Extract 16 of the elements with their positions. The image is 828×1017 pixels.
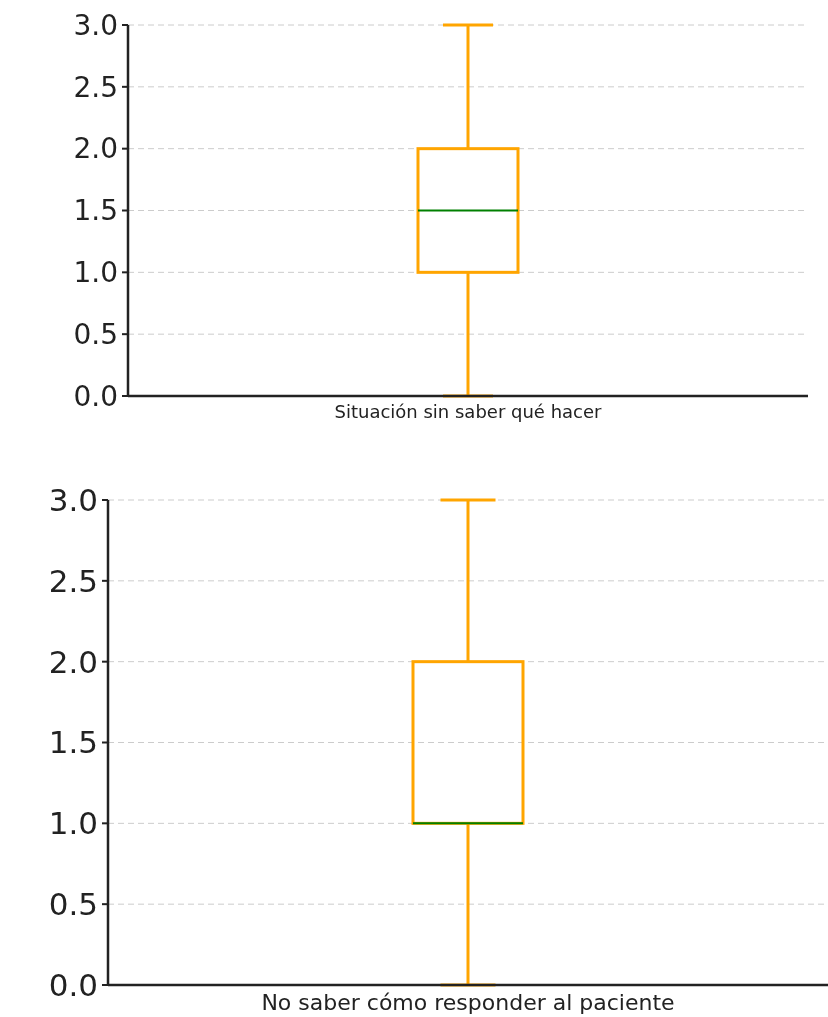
- y-tick-label: 1.5: [73, 194, 118, 228]
- y-tick-label: 2.0: [73, 132, 118, 166]
- y-tick-label: 1.0: [48, 805, 98, 842]
- y-tick-label: 0.5: [73, 317, 118, 351]
- x-tick-label: No saber cómo responder al paciente: [261, 990, 675, 1015]
- y-tick-label: 0.5: [48, 886, 98, 923]
- y-tick-label: 1.5: [48, 724, 98, 761]
- y-tick-label: 3.0: [48, 481, 98, 518]
- y-tick-label: 0.0: [48, 966, 98, 1003]
- y-tick-label: 2.5: [73, 70, 118, 104]
- y-tick-label: 2.0: [48, 643, 98, 680]
- x-tick-label: Situación sin saber qué hacer: [334, 401, 603, 422]
- y-tick-label: 1.0: [73, 256, 118, 290]
- y-tick-label: 3.0: [73, 8, 118, 42]
- y-tick-label: 2.5: [48, 562, 98, 599]
- y-tick-label: 0.0: [73, 379, 118, 413]
